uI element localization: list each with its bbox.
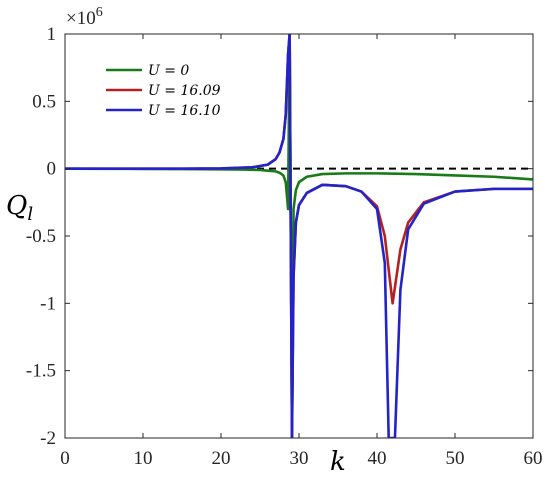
x-tick-label: 10 [134,448,153,469]
y-tick-label: -1 [40,293,56,314]
plot-frame [64,33,534,439]
legend-label-1: U = 0 [148,63,189,79]
y-axis-label: Ql [6,191,33,225]
legend-label-3: U = 16.10 [148,103,221,119]
ticks: 0 10 20 30 40 50 60 1 0.5 0 -0.5 -1 -1.5 -2 [26,24,543,469]
x-tick-label: 30 [290,448,309,469]
x-tick-label: 60 [524,448,543,469]
x-axis-label: k [330,447,346,477]
y-tick-label: 0.5 [32,91,56,112]
y-multiplier: ×106 [66,5,103,29]
plot-lines [65,34,533,438]
y-tick-label: 0 [47,159,57,180]
legend-label-2: U = 16.09 [148,83,221,99]
y-tick-label: -0.5 [26,226,56,247]
x-tick-label: 40 [368,448,387,469]
legend: U = 0 U = 16.09 U = 16.10 [106,63,221,119]
y-tick-label: -2 [40,428,56,449]
y-tick-label: 1 [47,24,57,45]
x-tick-label: 20 [212,448,231,469]
series-line-2 [65,34,533,438]
y-tick-label: -1.5 [26,361,56,382]
series-line-3 [65,34,533,438]
x-tick-label: 50 [446,448,465,469]
x-tick-label: 0 [60,448,70,469]
series-line-1 [65,34,533,438]
